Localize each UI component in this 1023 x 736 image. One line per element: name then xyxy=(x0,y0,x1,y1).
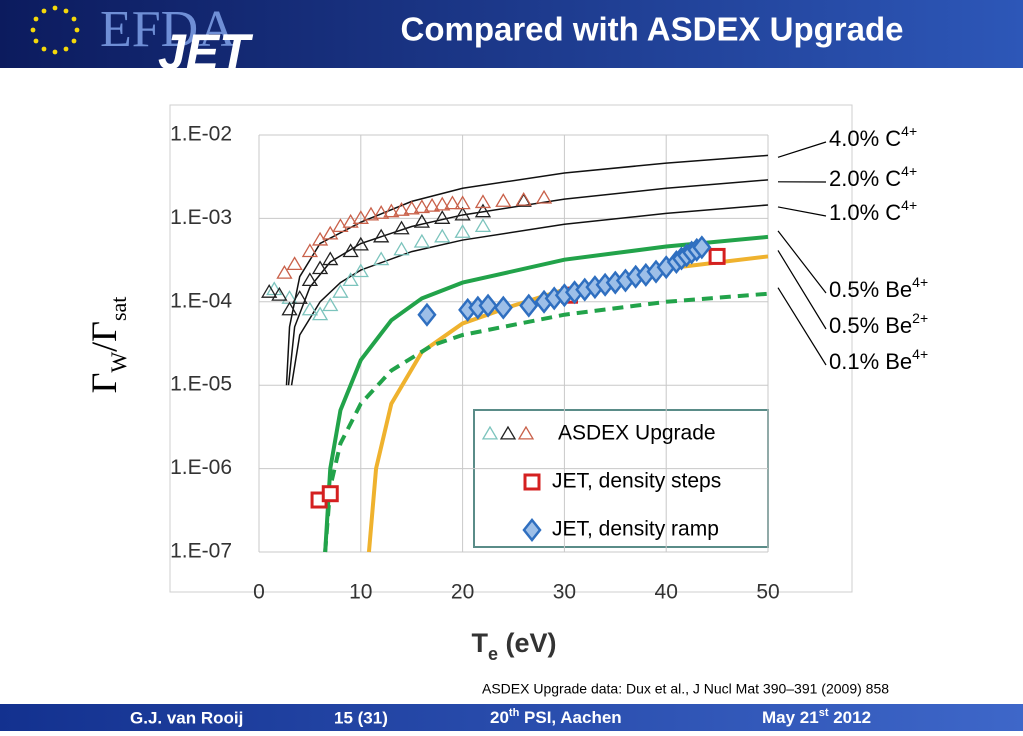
footer-page: 15 (31) xyxy=(334,708,388,727)
label-arrow xyxy=(778,207,826,216)
text-part: May 21 xyxy=(762,708,819,727)
y-axis-label: ΓW/Γsat xyxy=(84,297,130,394)
text-part: st xyxy=(819,707,829,719)
text-part: 2012 xyxy=(828,708,871,727)
data-point xyxy=(303,274,317,286)
text-part: 1.0% C xyxy=(829,200,901,225)
x-tick-label: 30 xyxy=(553,581,576,604)
logo-jet: JET xyxy=(158,24,254,80)
footer-date: May 21st 2012 xyxy=(762,707,871,728)
text-part: th xyxy=(509,707,520,719)
y-tick-label: 1.E-04 xyxy=(170,289,232,312)
text-part: 4+ xyxy=(901,197,917,213)
text-part: sat xyxy=(106,297,131,321)
data-point xyxy=(435,211,449,223)
data-point xyxy=(323,299,337,311)
curve xyxy=(286,155,768,385)
data-point xyxy=(288,258,302,270)
data-point xyxy=(303,245,317,257)
legend-label: JET, density steps xyxy=(552,470,721,493)
x-tick-label: 50 xyxy=(756,581,779,604)
data-point xyxy=(476,219,490,231)
footer-author: G.J. van Rooij xyxy=(130,708,243,727)
label-arrow xyxy=(778,288,826,365)
text-part: T xyxy=(471,628,488,658)
curve-label: 0.1% Be4+ xyxy=(829,346,928,374)
x-axis-label: Te (eV) xyxy=(471,628,556,664)
data-point xyxy=(495,298,511,318)
legend-label: JET, density ramp xyxy=(552,518,719,541)
legend-label: ASDEX Upgrade xyxy=(558,422,716,445)
text-part: 4+ xyxy=(901,163,917,179)
text-part: 20 xyxy=(490,708,509,727)
curve-label: 4.0% C4+ xyxy=(829,123,917,151)
text-part: PSI, Aachen xyxy=(519,708,621,727)
x-tick-label: 40 xyxy=(655,581,678,604)
text-part: 0.1% Be xyxy=(829,349,912,374)
x-tick-label: 10 xyxy=(349,581,372,604)
curve-label: 0.5% Be4+ xyxy=(829,274,928,302)
text-part: 0.5% Be xyxy=(829,277,912,302)
data-point xyxy=(303,303,317,315)
data-point xyxy=(419,305,435,325)
text-part: e xyxy=(488,644,498,664)
text-part: 4+ xyxy=(901,123,917,139)
data-point xyxy=(323,487,337,501)
text-part: /Γ xyxy=(84,321,124,352)
text-part: 2+ xyxy=(912,310,928,326)
curve-label: 1.0% C4+ xyxy=(829,197,917,225)
citation: ASDEX Upgrade data: Dux et al., J Nucl M… xyxy=(482,681,889,697)
label-arrow xyxy=(778,142,826,157)
legend-marker xyxy=(525,475,539,489)
data-point xyxy=(415,235,429,247)
slide-title: Compared with ASDEX Upgrade xyxy=(400,11,903,48)
y-tick-label: 1.E-05 xyxy=(170,373,232,396)
text-part: 0.5% Be xyxy=(829,313,912,338)
data-point xyxy=(277,266,291,278)
data-point xyxy=(435,230,449,242)
y-tick-label: 1.E-03 xyxy=(170,206,232,229)
text-part: 4+ xyxy=(912,274,928,290)
text-part: W xyxy=(106,352,131,373)
text-part: 4+ xyxy=(912,346,928,362)
curve-label: 2.0% C4+ xyxy=(829,163,917,191)
y-tick-label: 1.E-02 xyxy=(170,123,232,146)
text-part: 2.0% C xyxy=(829,166,901,191)
text-part: (eV) xyxy=(498,628,557,658)
x-tick-label: 20 xyxy=(451,581,474,604)
text-part: 4.0% C xyxy=(829,126,901,151)
data-point xyxy=(374,230,388,242)
y-tick-label: 1.E-07 xyxy=(170,540,232,563)
data-point xyxy=(496,194,510,206)
curve-label: 0.5% Be2+ xyxy=(829,310,928,338)
x-tick-label: 0 xyxy=(253,581,265,604)
text-part: Γ xyxy=(84,373,124,394)
data-point xyxy=(710,249,724,263)
y-tick-label: 1.E-06 xyxy=(170,456,232,479)
